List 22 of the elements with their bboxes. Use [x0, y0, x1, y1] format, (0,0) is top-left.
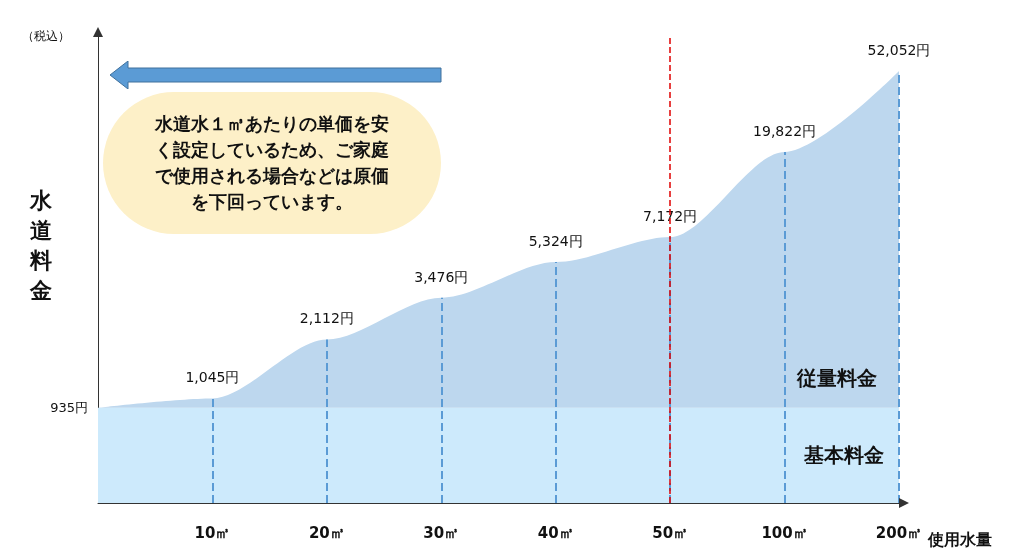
- x-tick-label: 100㎥: [761, 523, 808, 542]
- data-label: 2,112円: [299, 310, 354, 327]
- data-label: 52,052円: [867, 42, 931, 59]
- data-label: 1,045円: [185, 369, 240, 386]
- data-label: 19,822円: [753, 122, 817, 139]
- data-label: 3,476円: [414, 268, 469, 285]
- x-tick-label: 50㎥: [652, 523, 689, 542]
- x-tick-label: 10㎥: [194, 523, 231, 542]
- x-tick-label: 200㎥: [875, 523, 923, 542]
- data-label: 7,172円: [643, 208, 698, 225]
- band-label: 基本料金: [803, 443, 884, 468]
- annotation: 水道水１㎥あたりの単価を安く設定しているため、ご家庭で使用される場合などは原価を下回っています。: [153, 112, 390, 214]
- data-label: 935円: [50, 400, 88, 416]
- x-tick-label: 30㎥: [423, 523, 460, 542]
- x-tick-label: 20㎥: [308, 523, 345, 542]
- data-label: 5,324円: [528, 233, 583, 250]
- y-axis-title: 水道料金: [29, 187, 53, 303]
- speech-bubble: 水道水１㎥あたりの単価を安く設定しているため、ご家庭で使用される場合などは原価を下回っています。: [103, 92, 441, 234]
- series-label: 従量料金: [796, 366, 877, 390]
- text: （税込）: [22, 28, 70, 45]
- x-tick-label: 40㎥: [537, 523, 574, 542]
- x-axis-title: 使用水量: [927, 529, 993, 549]
